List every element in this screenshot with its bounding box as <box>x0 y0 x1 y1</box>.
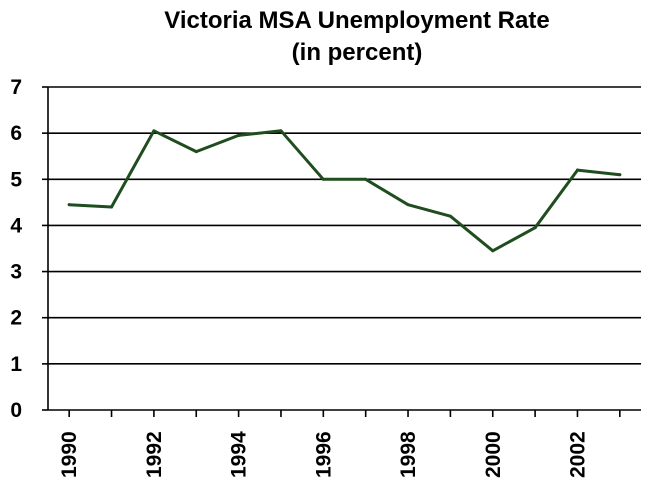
data-point-1991 <box>110 205 114 209</box>
data-point-1994 <box>237 133 241 137</box>
data-point-2001 <box>533 226 537 230</box>
x-tick-labels: 1990 1992 1994 1996 1998 2000 2002 <box>58 431 589 478</box>
x-tick-label-1990: 1990 <box>58 431 81 478</box>
x-tick-label-2000: 2000 <box>482 431 505 478</box>
y-tick-label-0: 0 <box>10 399 22 422</box>
data-point-1992 <box>152 129 156 133</box>
data-point-2002 <box>575 168 579 172</box>
data-point-1993 <box>194 150 198 154</box>
y-tick-label-6: 6 <box>10 122 22 145</box>
data-point-1997 <box>364 177 368 181</box>
data-point-1990 <box>67 203 71 207</box>
x-tick-label-2002: 2002 <box>566 431 589 478</box>
data-point-1996 <box>321 177 325 181</box>
data-point-2003 <box>618 173 622 177</box>
data-point-1998 <box>406 203 410 207</box>
y-tick-labels: 0 1 2 3 4 5 6 7 <box>10 76 22 422</box>
data-point-1999 <box>448 214 452 218</box>
x-tick-label-1996: 1996 <box>312 431 335 478</box>
y-tick-label-7: 7 <box>10 76 22 99</box>
chart-title: Victoria MSA Unemployment Rate <box>164 7 549 34</box>
series-line-0 <box>67 129 622 253</box>
y-tick-label-1: 1 <box>10 353 22 376</box>
y-tick-label-5: 5 <box>10 168 22 191</box>
axes <box>42 86 641 417</box>
data-point-1995 <box>279 129 283 133</box>
x-tick-label-1998: 1998 <box>397 431 420 478</box>
x-tick-label-1994: 1994 <box>228 431 251 478</box>
data-point-2000 <box>491 249 495 253</box>
series-layer <box>67 129 622 253</box>
gridlines <box>48 86 641 365</box>
x-tick-label-1992: 1992 <box>143 431 166 478</box>
y-tick-label-4: 4 <box>10 214 22 237</box>
y-tick-label-2: 2 <box>10 307 22 330</box>
y-tick-label-3: 3 <box>10 261 22 284</box>
chart-subtitle: (in percent) <box>292 39 423 66</box>
